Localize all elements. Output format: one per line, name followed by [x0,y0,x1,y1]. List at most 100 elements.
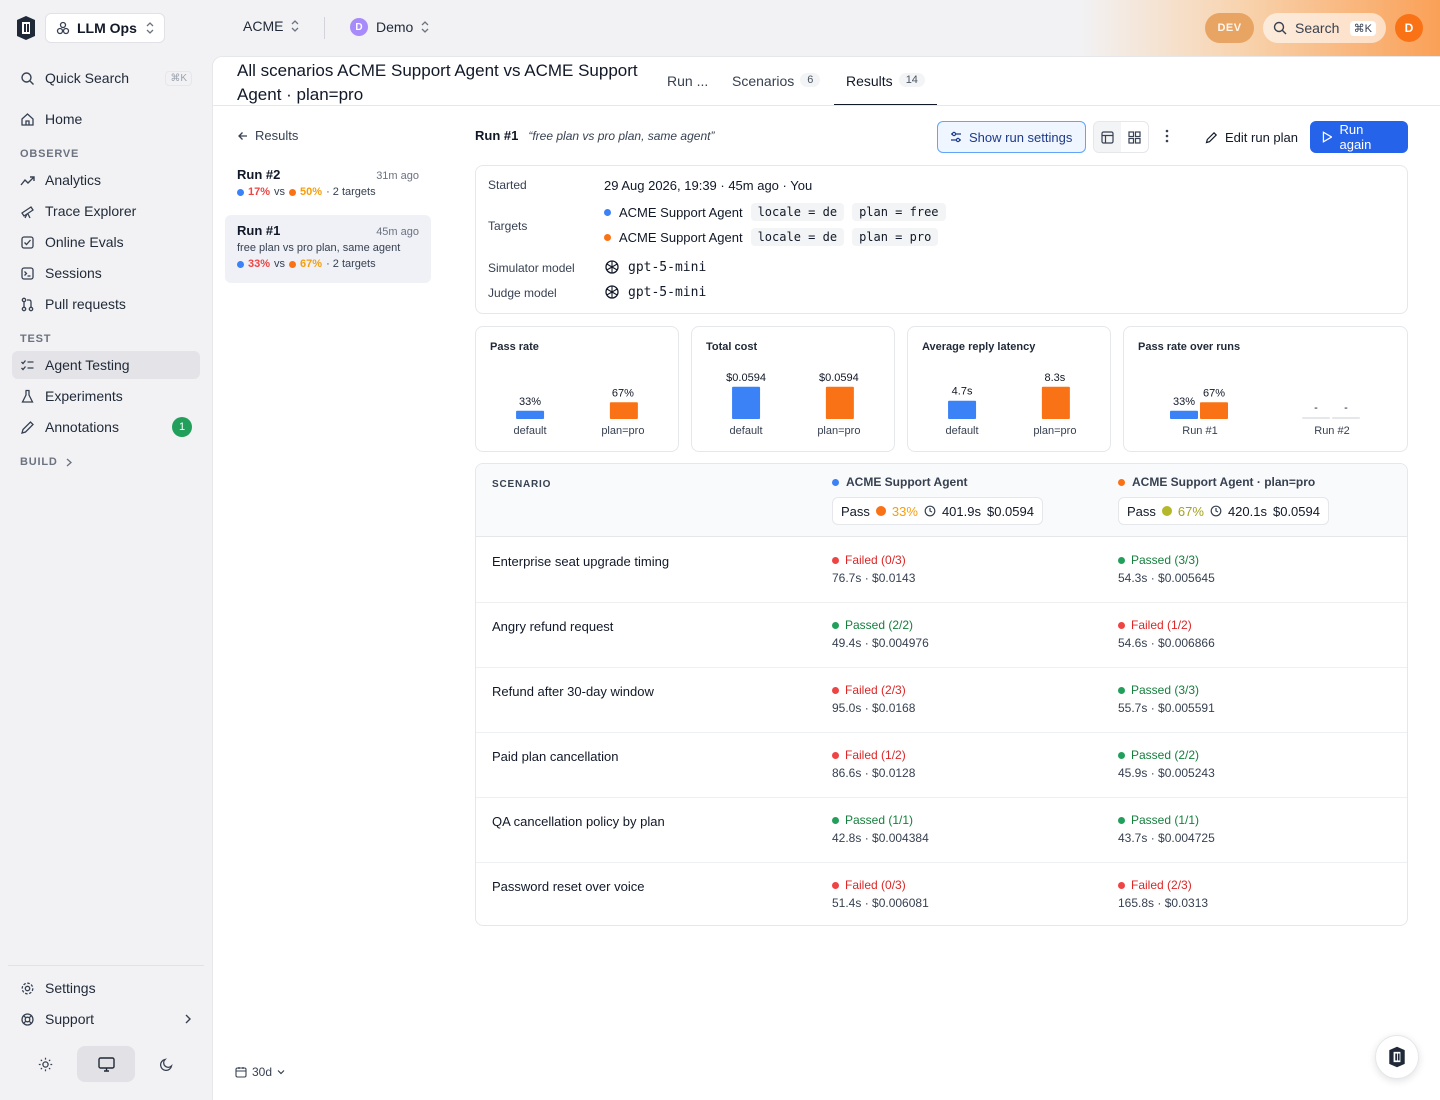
arrow-left-icon [238,131,247,140]
result-status: Failed (1/2) [1118,618,1215,632]
sidebar-item-online-evals[interactable]: Online Evals [12,228,200,256]
table-row[interactable]: Refund after 30-day window Failed (2/3) … [476,668,1407,733]
sidebar-item-agent-testing[interactable]: Agent Testing [12,351,200,379]
sidebar-item-experiments[interactable]: Experiments [12,382,200,410]
result-cell[interactable]: Failed (0/3) 76.7s · $0.0143 [832,553,915,585]
table-row[interactable]: Enterprise seat upgrade timing Failed (0… [476,538,1407,603]
result-cell[interactable]: Failed (2/3) 95.0s · $0.0168 [832,683,915,715]
tab-run[interactable]: Run ... [667,73,708,106]
table-row[interactable]: QA cancellation policy by plan Passed (1… [476,798,1407,863]
metric-title: Pass rate [490,341,539,353]
sidebar-item-home[interactable]: Home [12,105,200,133]
result-status: Passed (1/1) [1118,813,1215,827]
back-label: Results [255,128,299,143]
top-bar-glow [1080,0,1440,56]
system-theme-button[interactable] [77,1046,135,1082]
run-name: Run #2 [237,167,281,182]
sidebar-item-pull-requests[interactable]: Pull requests [12,290,200,318]
targets-label: Targets [488,219,528,233]
run-info-card: Started 29 Aug 2026, 19:39 · 45m ago · Y… [475,165,1408,314]
sidebar-item-label: Settings [45,980,96,996]
category-label: Run #2 [1314,425,1349,437]
show-run-settings-label: Show run settings [969,129,1073,145]
pass-rate-value: 67% [1177,503,1204,519]
metric-card-latency: Average reply latency 4.7s default 8.3s pla… [907,326,1111,452]
show-run-settings-button[interactable]: Show run settings [937,121,1086,153]
result-cell[interactable]: Passed (2/2) 45.9s · $0.005243 [1118,748,1215,780]
project-selector[interactable]: D Demo [350,18,429,36]
result-cell[interactable]: Passed (1/1) 43.7s · $0.004725 [1118,813,1215,845]
cost-value: $0.0594 [986,503,1034,519]
result-status: Failed (2/3) [1118,878,1208,892]
result-cell[interactable]: Passed (2/2) 49.4s · $0.004976 [832,618,929,650]
back-to-results-link[interactable]: Results [237,128,298,143]
sidebar-item-annotations[interactable]: Annotations 1 [12,413,200,441]
sidebar-item-support[interactable]: Support [12,1005,200,1033]
search-shortcut: ⌘K [1349,20,1376,36]
run-list-item-selected[interactable]: Run #1 45m ago free plan vs pro plan, sa… [225,215,431,283]
check-square-icon [21,235,34,249]
result-cell[interactable]: Failed (2/3) 165.8s · $0.0313 [1118,878,1208,910]
sidebar-item-trace-explorer[interactable]: Trace Explorer [12,197,200,225]
light-theme-button[interactable] [16,1046,74,1082]
terminal-icon [21,266,34,280]
workspace-selector[interactable]: ACME [243,18,299,34]
result-cell[interactable]: Failed (1/2) 86.6s · $0.0128 [832,748,915,780]
bar [609,402,638,419]
target-a-name: ACME Support Agent [846,475,968,489]
project-name: Demo [376,19,414,35]
dark-theme-button[interactable] [138,1046,196,1082]
tab-label: Run ... [667,73,709,89]
status-dot [832,556,839,564]
table-row[interactable]: Angry refund request Passed (2/2) 49.4s … [476,603,1407,668]
table-row[interactable]: Paid plan cancellation Failed (1/2) 86.6… [476,733,1407,798]
status-dot [832,816,839,824]
table-row[interactable]: Password reset over voice Failed (0/3) 5… [476,863,1407,925]
tab-scenarios[interactable]: Scenarios 6 [732,73,821,106]
run-time: 45m ago [376,226,419,238]
scenario-name: Paid plan cancellation [492,749,619,764]
run-list-item[interactable]: Run #2 31m ago 17% vs 50% · 2 targets [225,159,431,206]
result-cell[interactable]: Passed (1/1) 42.8s · $0.004384 [832,813,929,845]
result-cell[interactable]: Passed (3/3) 54.3s · $0.005645 [1118,553,1215,585]
tab-count: 14 [898,73,925,87]
table-view-button[interactable] [1094,122,1121,152]
result-metrics: 54.3s · $0.005645 [1118,571,1215,585]
target-a-pass-rate: 33% [248,258,271,270]
sidebar-item-analytics[interactable]: Analytics [12,166,200,194]
quick-search-button[interactable]: Quick Search ⌘K [12,64,200,92]
tab-results[interactable]: Results 14 [834,73,937,106]
time-range-selector[interactable]: 30d [235,1065,285,1079]
global-search-button[interactable]: Search ⌘K [1263,13,1386,43]
edit-run-plan-button[interactable]: Edit run plan [1193,121,1310,153]
app-logo-icon[interactable] [14,14,38,42]
metric-card-pass-rate: Pass rate 33% default 67% plan=pro [475,326,679,452]
result-cell[interactable]: Failed (0/3) 51.4s · $0.006081 [832,878,929,910]
status-dot [1118,751,1125,759]
section-build-toggle[interactable]: BUILD [20,456,72,468]
environment-badge[interactable]: DEV [1205,13,1254,43]
org-selector[interactable]: LLM Ops [45,13,165,43]
status-dot [832,621,839,629]
result-metrics: 55.7s · $0.005591 [1118,701,1215,715]
user-avatar[interactable]: D [1395,14,1423,42]
sidebar-item-label: Online Evals [45,234,124,250]
run-again-button[interactable]: Run again [1310,121,1408,153]
result-status-label: Passed (3/3) [1131,553,1200,567]
target-param-chip: locale = de [750,228,845,246]
sidebar-item-label: Support [45,1011,95,1027]
sidebar-item-settings[interactable]: Settings [12,974,200,1002]
run-header: Run #1 “free plan vs pro plan, same agen… [475,128,714,143]
more-options-icon[interactable] [1165,129,1169,143]
assistant-launcher-button[interactable] [1375,1035,1419,1079]
target-b-column-header: ACME Support Agent · plan=pro [1118,475,1315,489]
home-icon [21,112,34,126]
result-cell[interactable]: Failed (1/2) 54.6s · $0.006866 [1118,618,1215,650]
run-again-label: Run again [1339,122,1372,152]
result-cell[interactable]: Passed (3/3) 55.7s · $0.005591 [1118,683,1215,715]
sidebar-item-sessions[interactable]: Sessions [12,259,200,287]
target-name: ACME Support Agent [619,204,743,220]
grid-view-button[interactable] [1121,122,1148,152]
target-b-summary: Pass 67% 420.1s $0.0594 [1118,497,1329,525]
calendar-icon [235,1067,247,1078]
